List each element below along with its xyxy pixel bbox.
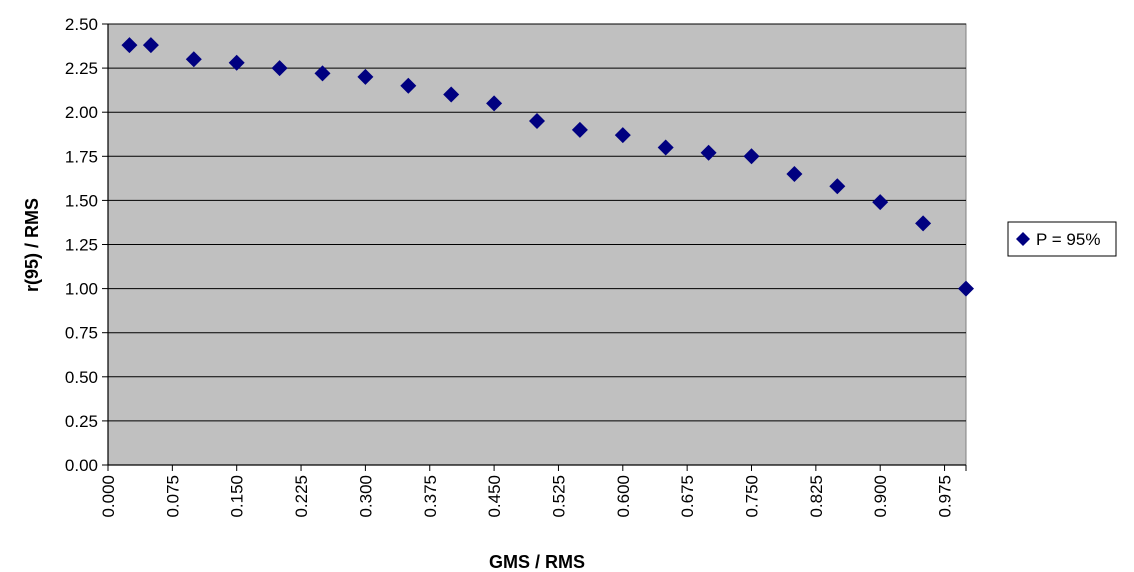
data-point — [400, 77, 417, 94]
y-tick-label: 2.50 — [65, 15, 98, 34]
x-tick-label: 0.600 — [614, 475, 633, 518]
data-point — [443, 86, 460, 103]
data-point — [700, 144, 717, 161]
data-point — [185, 51, 202, 68]
x-tick-label: 0.375 — [421, 475, 440, 518]
data-point — [228, 54, 245, 71]
data-point — [915, 215, 932, 232]
x-tick-label: 0.450 — [485, 475, 504, 518]
y-tick-label: 1.25 — [65, 236, 98, 255]
data-point — [743, 148, 760, 165]
legend-marker — [1016, 232, 1030, 246]
x-tick-label: 0.525 — [549, 475, 568, 518]
grid-lines — [108, 23, 966, 422]
x-tick-label: 0.075 — [163, 475, 182, 518]
data-point — [829, 178, 846, 195]
y-tick-label: 0.25 — [65, 412, 98, 431]
y-tick-label: 0.75 — [65, 324, 98, 343]
y-tick-label: 1.00 — [65, 280, 98, 299]
x-tick-label: 0.150 — [228, 475, 247, 518]
y-tick-label: 2.00 — [65, 103, 98, 122]
data-point — [271, 60, 288, 77]
x-tick-label: 0.900 — [871, 475, 890, 518]
data-point — [958, 280, 974, 297]
y-tick-label: 1.75 — [65, 147, 98, 166]
y-tick-label: 0.50 — [65, 368, 98, 387]
data-point — [786, 165, 803, 182]
data-point — [614, 127, 631, 144]
y-axis-title: r(95) / RMS — [22, 198, 42, 292]
x-tick-label: 0.975 — [936, 475, 955, 518]
data-point — [486, 95, 503, 112]
legend-label: P = 95% — [1036, 230, 1100, 249]
data-point — [872, 194, 889, 211]
x-tick-label: 0.000 — [99, 475, 118, 518]
y-tick-label: 1.50 — [65, 191, 98, 210]
data-point — [529, 113, 545, 130]
x-tick-label: 0.225 — [292, 475, 311, 518]
data-point — [357, 68, 374, 85]
x-axis-ticks: 0.000 0.075 0.150 0.225 0.300 0.375 0.450 0.525… — [99, 465, 967, 518]
x-tick-label: 0.750 — [743, 475, 762, 518]
data-point — [571, 121, 588, 138]
x-axis-title: GMS / RMS — [489, 552, 585, 572]
x-tick-label: 0.675 — [678, 475, 697, 518]
data-point — [657, 139, 674, 156]
data-point — [121, 37, 138, 54]
y-tick-label: 0.00 — [65, 456, 98, 475]
y-tick-label: 2.25 — [65, 59, 98, 78]
data-point — [142, 37, 159, 54]
x-tick-label: 0.825 — [807, 475, 826, 518]
data-point — [314, 65, 331, 82]
y-axis-ticks: 0.00 0.25 0.50 0.75 1.00 1.25 1.50 1.75 2.00 2.25… — [65, 15, 108, 475]
x-tick-label: 0.300 — [356, 475, 375, 518]
legend: P = 95% — [1007, 221, 1117, 257]
data-points — [121, 37, 974, 297]
